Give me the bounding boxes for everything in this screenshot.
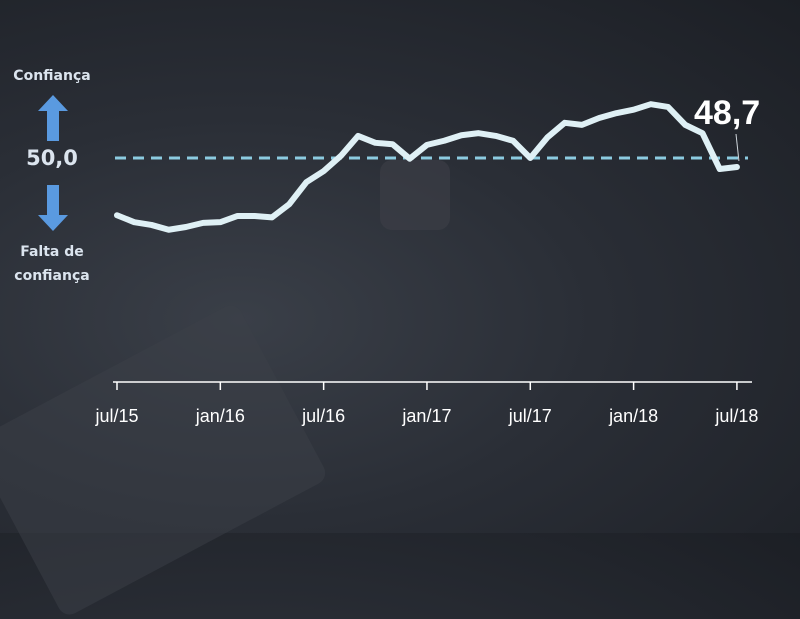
- line-chart: jul/15 jan/16 jul/16 jan/17 jul/17 jan/18 jul/…: [0, 0, 800, 533]
- series-line: [117, 104, 737, 230]
- x-tick-label: jul/15: [94, 406, 138, 426]
- x-tick-label: jul/17: [508, 406, 552, 426]
- x-tick-label: jan/16: [195, 406, 245, 426]
- x-tick-label: jan/17: [401, 406, 451, 426]
- last-value-label: 48,7: [694, 94, 760, 132]
- x-tick-label: jul/16: [301, 406, 345, 426]
- x-tick-label: jul/18: [714, 406, 758, 426]
- x-tick-label: jan/18: [608, 406, 658, 426]
